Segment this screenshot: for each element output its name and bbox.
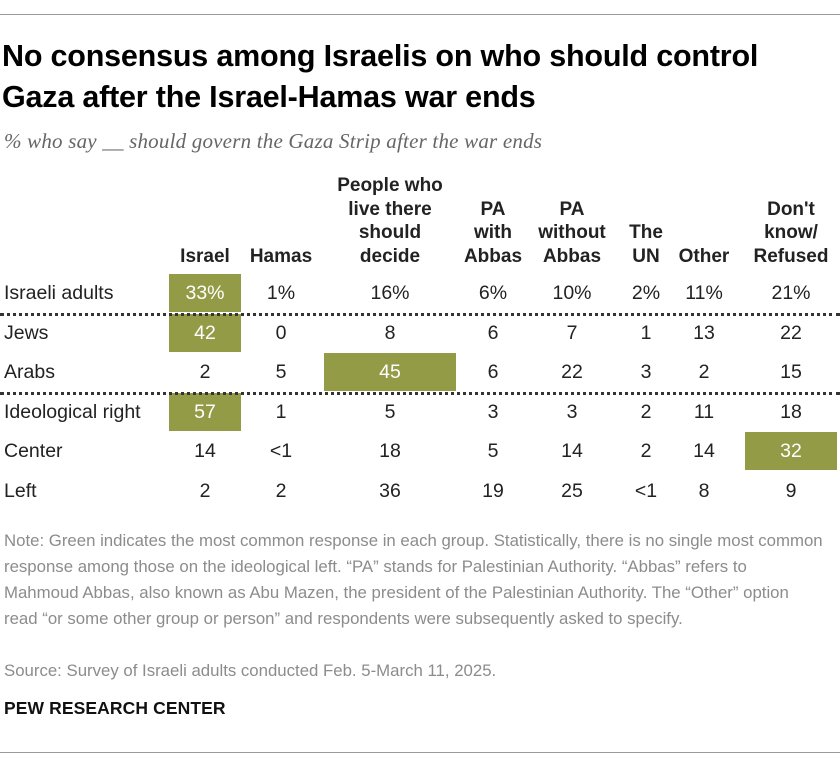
table-cell: <1 [634, 480, 658, 502]
table-cell: 8 [698, 480, 710, 502]
table-cell: <1 [269, 440, 293, 462]
table-cell: 6 [487, 361, 499, 383]
table-cell: 14 [561, 440, 583, 462]
table-cell: 5 [384, 401, 396, 423]
chart-subtitle: % who say __ should govern the Gaza Stri… [4, 129, 543, 153]
column-header: People who live there should decide [337, 175, 443, 267]
column-header: Israel [180, 245, 230, 267]
highlight-cell: 57 [169, 393, 241, 431]
table-cell: 5 [487, 440, 499, 462]
table-cell: 3 [487, 401, 499, 423]
row-label: Left [4, 480, 37, 502]
table-cell: 2 [199, 361, 211, 383]
table-cell: 6% [478, 282, 508, 304]
table-cell: 25 [561, 480, 583, 502]
table-cell: 1 [640, 322, 652, 344]
table-cell: 22 [561, 361, 583, 383]
bottom-rule [0, 752, 840, 753]
column-header: Other [678, 245, 730, 267]
table-cell: 0 [275, 322, 287, 344]
table-cell: 3 [566, 401, 578, 423]
table-cell: 1% [266, 282, 296, 304]
table-cell: 36 [379, 480, 401, 502]
column-header: Hamas [249, 245, 313, 267]
row-label: Arabs [4, 361, 55, 383]
table-cell: 21% [771, 282, 811, 304]
highlight-cell: 45 [324, 353, 456, 391]
table-cell: 5 [275, 361, 287, 383]
table-cell: 2 [698, 361, 710, 383]
column-header: Don't know/ Refused [753, 198, 829, 267]
table-cell: 1 [275, 401, 287, 423]
table-cell: 13 [693, 322, 715, 344]
footnote: Note: Green indicates the most common re… [4, 531, 823, 628]
table-cell: 18 [379, 440, 401, 462]
table-cell: 8 [384, 322, 396, 344]
table-cell: 2 [640, 401, 652, 423]
table-cell: 2 [275, 480, 287, 502]
chart-title: No consensus among Israelis on who shoul… [2, 39, 759, 114]
brand-label: PEW RESEARCH CENTER [4, 698, 226, 718]
column-header: The UN [629, 222, 663, 267]
table-cell: 2 [640, 440, 652, 462]
table-cell: 2 [199, 480, 211, 502]
row-label: Israeli adults [4, 282, 114, 304]
row-label: Center [4, 440, 63, 462]
highlight-cell: 33% [169, 274, 241, 312]
top-rule [0, 14, 840, 15]
table-cell: 9 [785, 480, 797, 502]
table-cell: 14 [693, 440, 715, 462]
column-header: PA with Abbas [463, 198, 523, 267]
column-header: PA without Abbas [538, 198, 606, 267]
table-cell: 22 [780, 322, 802, 344]
highlight-cell: 42 [169, 314, 241, 352]
table-cell: 7 [566, 322, 578, 344]
row-label: Jews [4, 322, 49, 344]
table-cell: 19 [482, 480, 504, 502]
dotted-separator [0, 392, 840, 395]
dotted-separator [0, 313, 840, 316]
table-cell: 14 [194, 440, 216, 462]
source-note: Source: Survey of Israeli adults conduct… [4, 661, 497, 680]
table-cell: 3 [640, 361, 652, 383]
table-cell: 11% [685, 282, 723, 304]
table-cell: 6 [487, 322, 499, 344]
highlight-cell: 32 [745, 432, 837, 470]
table-cell: 15 [780, 361, 802, 383]
table-cell: 16% [370, 282, 410, 304]
table-cell: 18 [780, 401, 802, 423]
table-cell: 10% [552, 282, 592, 304]
table-cell: 2% [631, 282, 661, 304]
row-label: Ideological right [4, 401, 141, 423]
table-cell: 11 [693, 401, 715, 423]
